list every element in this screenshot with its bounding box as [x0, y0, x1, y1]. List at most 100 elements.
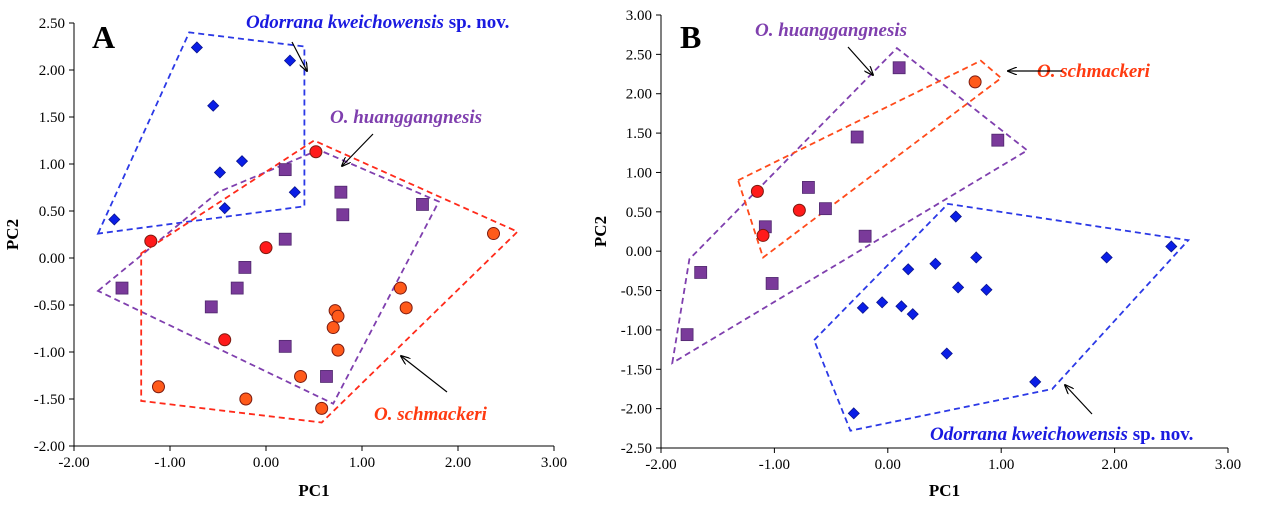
- data-point-circle: [750, 184, 764, 198]
- y-tick-label: 1.50: [626, 126, 652, 142]
- annotation-label-red: O. schmackeri: [374, 404, 488, 425]
- data-point-diamond: [283, 54, 297, 67]
- data-point-diamond: [902, 263, 915, 276]
- x-tick-label: -1.00: [759, 457, 790, 473]
- data-point-square: [819, 202, 832, 216]
- panel-label: A: [92, 19, 115, 55]
- hull-orange: [737, 59, 1003, 259]
- x-tick-label: 2.00: [1101, 457, 1127, 473]
- y-tick-label: -1.50: [34, 392, 65, 408]
- data-point-square: [278, 339, 292, 353]
- y-tick-label: -1.00: [34, 345, 65, 361]
- data-point-circle: [326, 321, 340, 335]
- data-point-circle: [331, 309, 345, 323]
- panel-a: -2.00 -1.00 0.00 1.00 2.00 3.00 -2.00 -1.50 -1.0…: [3, 12, 567, 500]
- y-tick-label: -0.50: [621, 284, 652, 300]
- x-tick-label: 3.00: [541, 455, 567, 471]
- annotation-arrow: [847, 46, 873, 75]
- hull-purple: [671, 46, 1029, 365]
- data-point-circle: [399, 301, 413, 315]
- data-point-diamond: [108, 213, 121, 226]
- x-tick-label: 0.00: [253, 455, 279, 471]
- data-point-square: [278, 232, 292, 246]
- data-point-circle: [487, 227, 501, 241]
- hull-blue: [813, 202, 1191, 432]
- annotation-species-name: Odorrana kweichowensis: [246, 12, 444, 33]
- x-tick-label: -1.00: [154, 455, 185, 471]
- data-point-circle: [331, 343, 345, 357]
- y-tick-label: 1.00: [39, 157, 65, 173]
- annotation-species-name: O. schmackeri: [374, 404, 488, 425]
- data-point-square: [991, 133, 1005, 147]
- data-point-diamond: [1029, 375, 1042, 388]
- data-point-circle: [151, 380, 165, 394]
- y-tick-label: 2.00: [626, 87, 652, 103]
- x-tick-label: -2.00: [58, 455, 89, 471]
- data-point-diamond: [1100, 251, 1113, 264]
- data-point-square: [204, 300, 218, 314]
- data-point-diamond: [856, 301, 869, 314]
- data-point-diamond: [952, 281, 965, 294]
- y-tick-label: 0.00: [39, 251, 65, 267]
- data-point-diamond: [970, 251, 983, 264]
- y-axis-title: PC2: [591, 216, 610, 247]
- data-point-diamond: [1165, 240, 1178, 253]
- data-point-square: [802, 181, 815, 194]
- data-point-circle: [144, 234, 158, 248]
- annotation-species-name: O. huanggangnesis: [755, 20, 907, 41]
- x-tick-label: 3.00: [1215, 457, 1241, 473]
- annotation-arrow: [342, 133, 374, 166]
- x-tick-label: 2.00: [445, 455, 471, 471]
- data-point-circle: [259, 241, 273, 255]
- data-point-square: [115, 281, 129, 295]
- data-point-diamond: [929, 257, 942, 270]
- data-point-diamond: [190, 41, 203, 54]
- annotation-arrow: [401, 356, 448, 393]
- hull-purple: [96, 148, 441, 405]
- y-tick-label: 0.50: [39, 204, 65, 220]
- y-tick-label: 1.00: [626, 165, 652, 181]
- x-axis-title: PC1: [298, 481, 329, 500]
- x-tick-label: 1.00: [988, 457, 1014, 473]
- hull-blue: [96, 31, 306, 235]
- y-tick-label: -2.50: [621, 441, 652, 457]
- y-tick-label: 1.50: [39, 110, 65, 126]
- data-point-square: [892, 61, 906, 75]
- data-point-diamond: [949, 210, 962, 223]
- data-point-square: [278, 163, 292, 177]
- y-tick-label: -0.50: [34, 298, 65, 314]
- data-point-diamond: [847, 407, 860, 420]
- data-point-square: [765, 277, 779, 290]
- data-point-circle: [792, 203, 806, 217]
- data-point-diamond: [218, 202, 231, 215]
- data-point-square: [238, 260, 252, 274]
- data-point-circle: [239, 392, 253, 406]
- data-point-diamond: [940, 347, 953, 360]
- data-point-diamond: [207, 99, 220, 112]
- data-point-diamond: [895, 300, 908, 313]
- y-tick-label: 2.00: [39, 63, 65, 79]
- y-tick-label: -1.00: [621, 323, 652, 339]
- data-point-square: [334, 185, 348, 199]
- x-tick-label: 0.00: [875, 457, 901, 473]
- annotation-species-name: Odorrana kweichowensis: [930, 424, 1128, 445]
- y-tick-label: 2.50: [39, 16, 65, 32]
- panel-b: -2.00 -1.00 0.00 1.00 2.00 3.00-2.50-2.00-1.5…: [591, 8, 1241, 500]
- data-point-circle: [968, 75, 982, 89]
- y-tick-label: -2.00: [34, 439, 65, 455]
- data-point-square: [230, 281, 244, 295]
- data-point-circle: [393, 281, 407, 295]
- data-point-square: [694, 266, 708, 279]
- annotation-label-blue: Odorrana kweichowensis sp. nov.: [930, 424, 1193, 445]
- annotation-suffix: sp. nov.: [1128, 424, 1193, 445]
- data-point-circle: [756, 228, 770, 242]
- annotation-species-name: O. huanggangnesis: [330, 107, 482, 128]
- annotation-label-purple: O. huanggangnesis: [330, 107, 482, 128]
- data-point-square: [416, 198, 429, 211]
- data-point-circle: [294, 369, 308, 383]
- annotation-label-purple: O. huanggangnesis: [755, 20, 907, 41]
- annotation-label-blue: Odorrana kweichowensis sp. nov.: [246, 12, 509, 33]
- x-tick-label: -2.00: [645, 457, 676, 473]
- y-tick-label: 0.50: [626, 205, 652, 221]
